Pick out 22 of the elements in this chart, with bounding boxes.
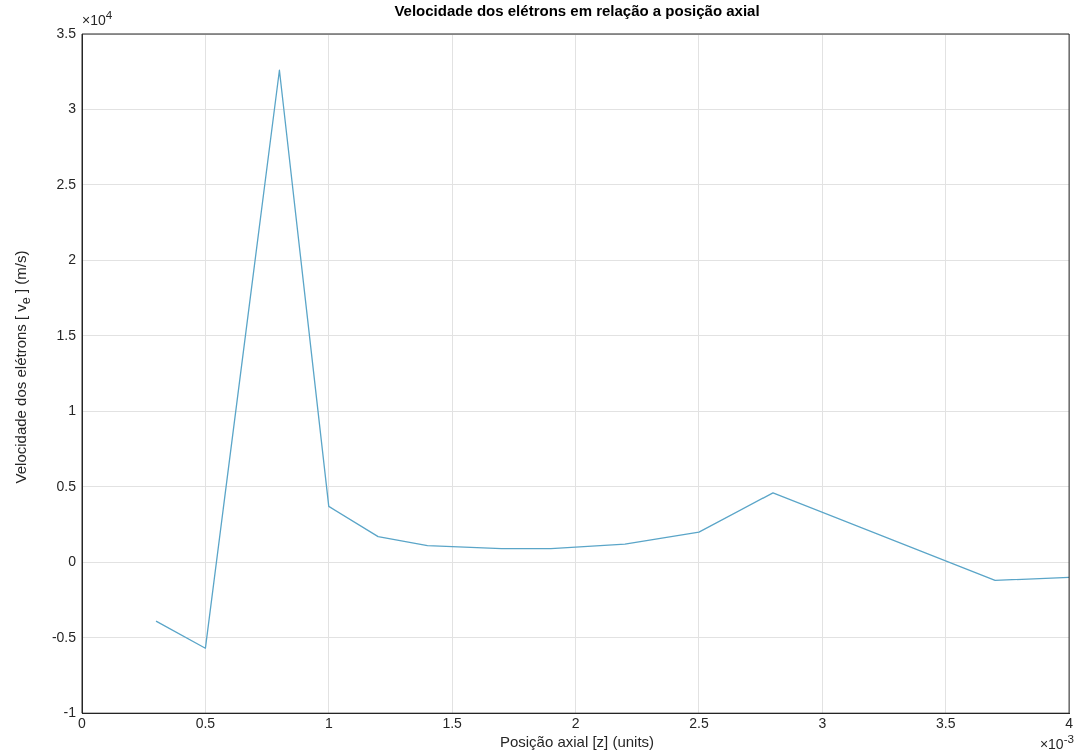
- y-tick-label: 0.5: [56, 477, 77, 494]
- y-tick-label: 0: [68, 553, 77, 570]
- x-tick-label: 2.5: [689, 715, 709, 732]
- y-tick-label: 3: [68, 100, 77, 117]
- x-axis-title: Posição axial [z] (units): [499, 733, 655, 750]
- x-tick-label: 1: [324, 715, 333, 732]
- x-tick-label: 4: [1065, 715, 1074, 732]
- y-tick-label: 2.5: [56, 175, 77, 192]
- x-tick-label: 3: [818, 715, 827, 732]
- y-tick-label: -0.5: [51, 628, 77, 645]
- y-tick-label: -1: [63, 704, 77, 721]
- x-tick-label: 2: [571, 715, 580, 732]
- x-tick-label: 1.5: [442, 715, 463, 732]
- y-tick-label: 2: [68, 251, 77, 268]
- chart-title: Velocidade dos elétrons em relação a posição axial: [394, 2, 760, 19]
- text: ×10$^{4}$: [82, 8, 113, 28]
- text: ×10$^{-3}$: [1039, 732, 1074, 752]
- y-tick-label: 1: [68, 402, 77, 419]
- x-tick-label: 0.5: [195, 715, 216, 732]
- x-tick-label: 3.5: [935, 715, 956, 732]
- y-tick-label: 1.5: [56, 326, 77, 343]
- y-tick-label: 3.5: [56, 24, 77, 41]
